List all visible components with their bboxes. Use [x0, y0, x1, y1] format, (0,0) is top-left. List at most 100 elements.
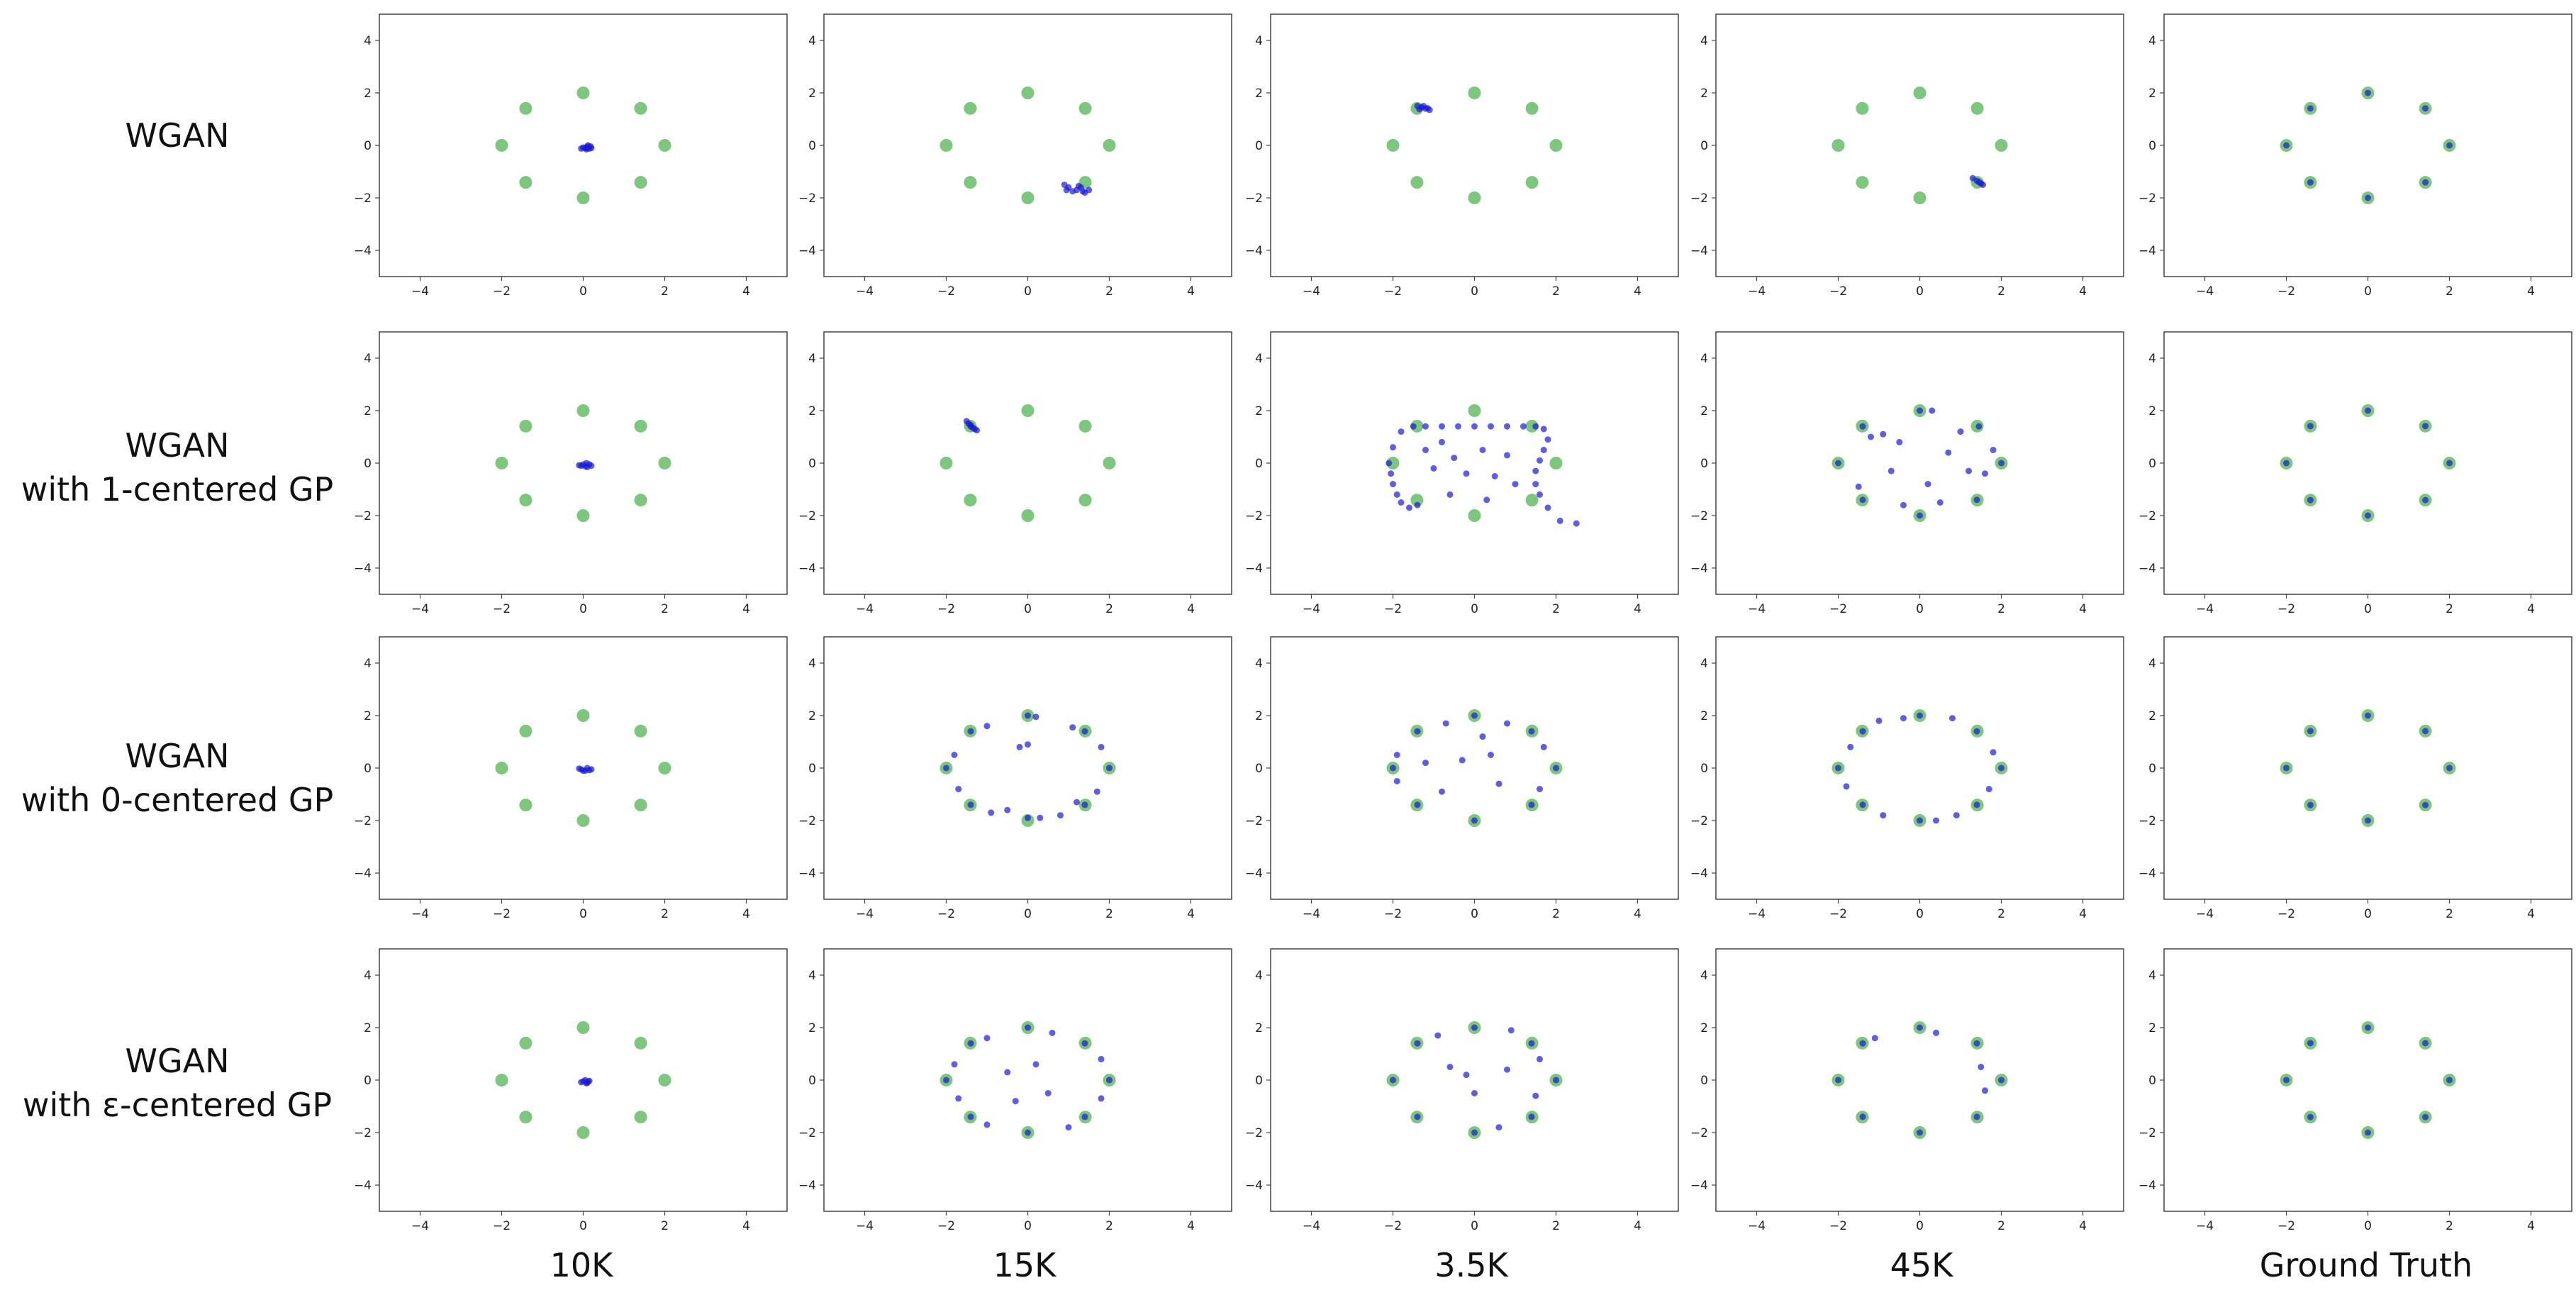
x-tick-label: 2	[1105, 284, 1113, 299]
y-tick-label: −2	[1245, 509, 1263, 523]
x-tick-label: −2	[1829, 907, 1847, 921]
y-tick-label: 0	[1700, 457, 1708, 471]
x-tick-label: −2	[2277, 602, 2295, 616]
generated-sample-point	[1933, 1029, 1939, 1036]
generated-sample-point	[1859, 496, 1866, 504]
real-mode-point	[495, 457, 508, 469]
generated-sample-point	[1414, 501, 1421, 508]
real-mode-point	[576, 509, 590, 522]
generated-sample-point	[1446, 1064, 1454, 1070]
y-tick-label: 0	[1700, 762, 1708, 776]
y-tick-label: 0	[364, 139, 372, 153]
generated-sample-point	[1507, 1027, 1515, 1034]
scatter-panel-r1-c5: −4 −2 0 2 4 −4 −2 0 2 4	[2139, 13, 2572, 299]
y-tick-label: 2	[1255, 87, 1263, 101]
x-tick-label: −2	[493, 907, 511, 921]
x-tick-label: 0	[1024, 284, 1032, 299]
x-tick-label: −4	[411, 602, 429, 616]
y-tick-label: −2	[2139, 814, 2156, 828]
plot-area: −4 −2 0 2 4 −4 −2 0 2 4	[1245, 13, 1679, 299]
x-tick-label: 4	[2527, 602, 2535, 616]
y-tick-label: −4	[798, 867, 816, 881]
x-tick-label: 4	[2079, 1219, 2087, 1233]
y-tick-label: 0	[364, 762, 372, 776]
y-tick-label: 0	[1700, 139, 1708, 153]
real-mode-point	[634, 1036, 647, 1050]
y-tick-label: 2	[1255, 404, 1263, 418]
y-tick-label: −2	[354, 814, 372, 828]
generated-sample-point	[1973, 1040, 1980, 1047]
x-tick-label: −2	[937, 602, 955, 616]
y-tick-label: 2	[1700, 709, 1708, 723]
y-tick-label: −4	[2139, 562, 2156, 576]
plot-area: −4 −2 0 2 4 −4 −2 0 2 4	[798, 948, 1232, 1233]
generated-sample-point	[1528, 1040, 1535, 1047]
generated-sample-point	[1537, 786, 1543, 793]
x-tick-label: 0	[1471, 1219, 1478, 1233]
generated-sample-point	[1451, 455, 1458, 462]
scatter-panel-r2-c1: −4 −2 0 2 4 −4 −2 0 2 4	[354, 331, 788, 616]
x-tick-label: −4	[1748, 907, 1766, 921]
generated-sample-point	[1945, 449, 1952, 456]
y-tick-label: 4	[2148, 352, 2156, 366]
generated-sample-point	[1025, 712, 1031, 719]
generated-sample-point	[1086, 187, 1093, 194]
x-tick-label: −4	[1303, 907, 1320, 921]
y-tick-label: −4	[798, 562, 816, 576]
generated-sample-point	[1069, 724, 1076, 731]
generated-sample-point	[2307, 423, 2314, 430]
x-tick-label: −4	[856, 602, 874, 616]
x-tick-label: 4	[2079, 907, 2087, 921]
x-tick-label: −2	[2277, 284, 2295, 299]
row-label-line: with ε-centered GP	[22, 1086, 333, 1124]
real-mode-point	[1021, 404, 1035, 417]
generated-sample-point	[1985, 786, 1992, 793]
generated-sample-point	[1430, 465, 1437, 472]
real-mode-point	[1549, 139, 1563, 152]
generated-sample-point	[1385, 460, 1393, 467]
scatter-panel-r3-c1: −4 −2 0 2 4 −4 −2 0 2 4	[354, 636, 788, 921]
y-tick-label: −2	[798, 1126, 816, 1140]
generated-sample-point	[955, 786, 962, 793]
generated-sample-point	[1537, 1055, 1543, 1062]
generated-sample-point	[1917, 1024, 1923, 1031]
generated-sample-point	[1410, 423, 1417, 430]
y-tick-label: −4	[2139, 867, 2156, 881]
x-tick-label: −4	[1303, 602, 1320, 616]
generated-sample-point	[1917, 1129, 1923, 1136]
real-mode-point	[634, 1111, 647, 1124]
generated-sample-point	[967, 1113, 974, 1121]
x-tick-label: 4	[1634, 907, 1641, 921]
plot-area: −4 −2 0 2 4 −4 −2 0 2 4	[354, 948, 788, 1233]
real-mode-point	[1525, 101, 1539, 115]
x-tick-label: 4	[1187, 1219, 1195, 1233]
x-tick-label: 2	[1552, 284, 1560, 299]
generated-sample-point	[1929, 407, 1936, 414]
generated-sample-point	[1871, 1035, 1878, 1042]
generated-sample-point	[2283, 460, 2290, 467]
plot-area: −4 −2 0 2 4 −4 −2 0 2 4	[2139, 948, 2572, 1233]
axes-frame	[1270, 636, 1679, 900]
x-tick-label: 4	[1634, 602, 1641, 616]
generated-sample-point	[1463, 1072, 1470, 1079]
generated-sample-point	[1439, 423, 1445, 430]
generated-sample-point	[951, 752, 958, 758]
generated-sample-point	[1504, 1066, 1510, 1073]
generated-sample-point	[576, 462, 583, 469]
column-label-ground-truth: Ground Truth	[2259, 1246, 2473, 1284]
y-tick-label: −4	[1245, 244, 1263, 258]
column-label-3-5k: 3.5K	[1434, 1246, 1508, 1284]
y-tick-label: 4	[808, 657, 816, 671]
row-label-wgan-epsilon-centered-gp: WGAN with ε-centered GP	[0, 1039, 355, 1127]
y-tick-label: 2	[808, 709, 816, 723]
real-mode-point	[519, 1036, 533, 1050]
real-mode-point	[658, 457, 671, 469]
generated-sample-point	[1512, 481, 1519, 488]
generated-sample-point	[1847, 743, 1854, 750]
axes-frame	[1715, 948, 2124, 1212]
x-tick-label: 4	[1634, 284, 1641, 299]
real-mode-point	[1468, 404, 1481, 417]
row-label-line: WGAN	[125, 116, 230, 155]
real-mode-point	[658, 139, 671, 152]
generated-sample-point	[2422, 179, 2429, 186]
